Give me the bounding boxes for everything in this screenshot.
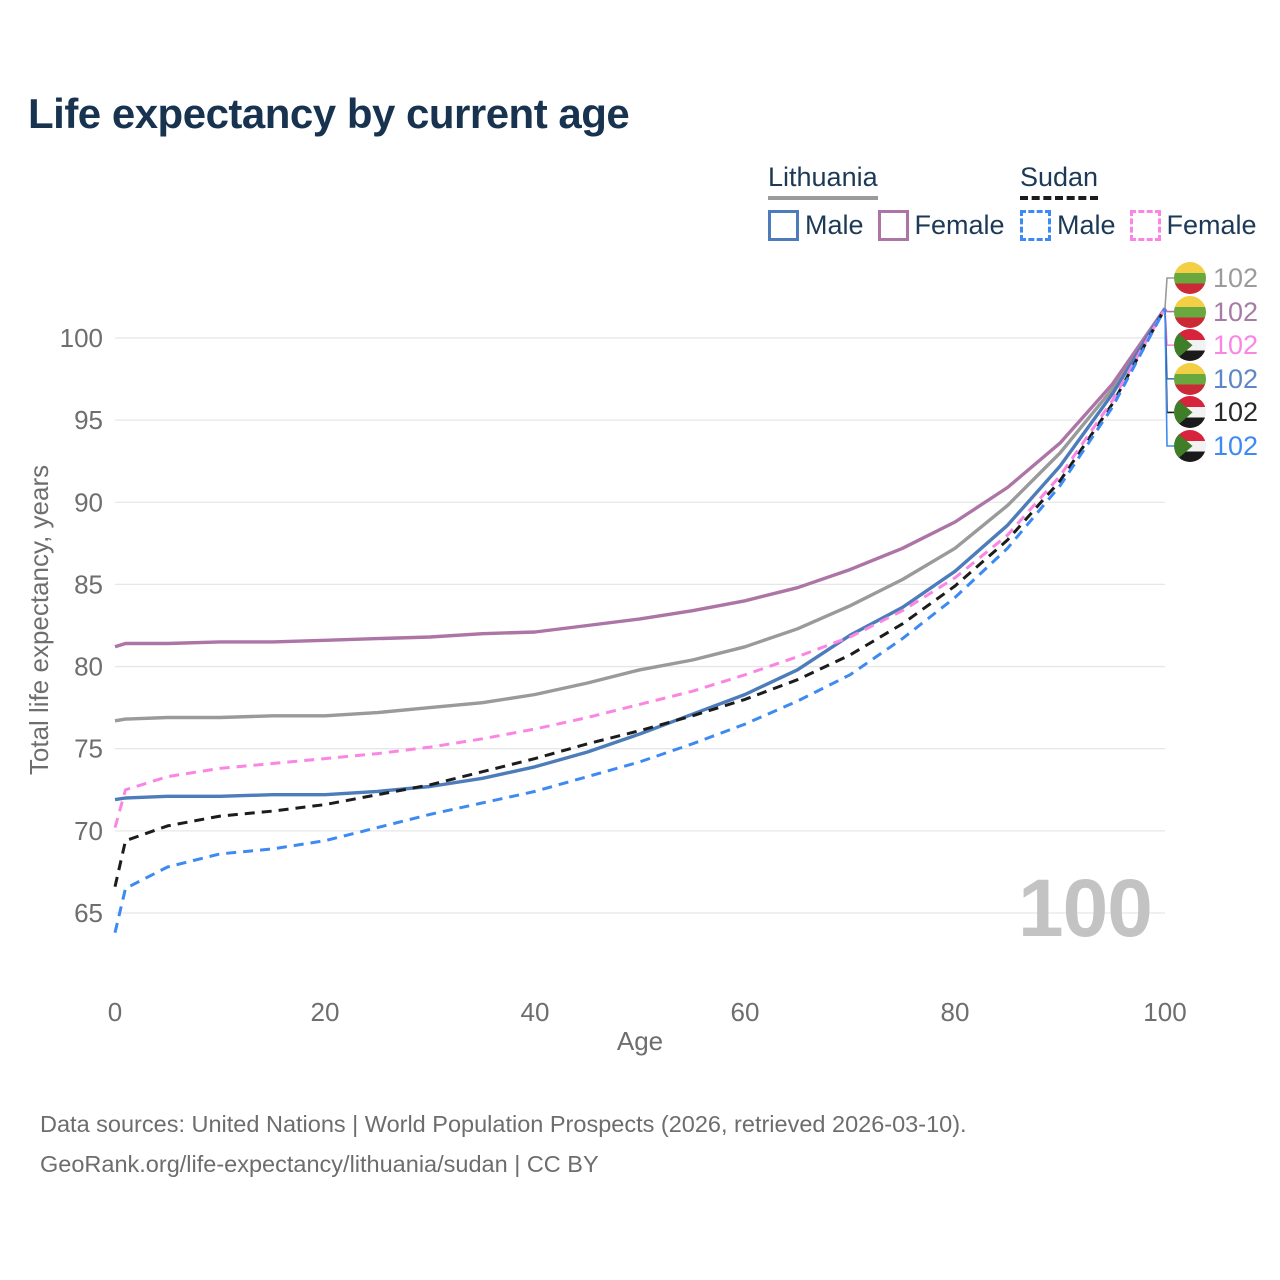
callout-sudan-male: 102 [1174,430,1258,462]
footer: Data sources: United Nations | World Pop… [40,1104,967,1184]
series-line-sudan-male [113,307,1167,934]
sudan-flag-icon [1174,329,1206,362]
end-value-label: 102 [1213,363,1259,394]
x-tick-label: 100 [1143,997,1186,1027]
y-tick-label: 95 [74,405,103,435]
lithuania-flag-icon [1174,262,1206,294]
legend-country-sudan: Sudan [1020,162,1257,200]
legend-item-lithuania-male[interactable]: Male [768,210,864,241]
legend-item-lithuania-female[interactable]: Female [877,210,1005,241]
legend-group-sudan: Sudan Male Female [1020,162,1257,241]
x-tick-label: 0 [108,997,122,1027]
age-counter-watermark: 100 [1018,863,1153,954]
end-value-label: 102 [1213,431,1259,461]
x-tick-label: 20 [311,997,340,1027]
legend-country-label: Sudan [1020,162,1099,200]
end-value-label: 102 [1213,330,1259,361]
x-tick-label: 80 [941,997,970,1027]
legend-label: Female [1166,210,1257,240]
sudan-flag-icon [1174,430,1206,462]
series-line-lithuania-male [114,307,1167,802]
end-value-label: 102 [1213,263,1259,293]
callout-connector-sudan-male [1164,308,1175,447]
lithuania-female-swatch [877,210,909,241]
legend-group-lithuania: Lithuania Male Female [768,162,1005,241]
callout-lithuania-all: 102 [1174,262,1258,294]
y-tick-label: 100 [60,323,103,353]
sudan-male-swatch [1020,210,1051,241]
lithuania-male-swatch [768,210,799,241]
y-tick-label: 90 [74,487,103,517]
sudan-female-swatch [1129,210,1161,241]
lithuania-flag-icon [1174,295,1206,328]
legend-label: Female [914,210,1005,240]
legend-item-sudan-female[interactable]: Female [1129,210,1257,241]
footer-data-sources: Data sources: United Nations | World Pop… [40,1111,967,1137]
legend-label: Male [805,210,864,240]
legend-label: Male [1057,210,1116,240]
y-tick-label: 70 [74,816,103,846]
footer-attribution: GeoRank.org/life-expectancy/lithuania/su… [40,1151,599,1177]
callout-lithuania-male: 102 [1174,362,1259,395]
series-line-lithuania-female [114,307,1167,649]
end-value-label: 102 [1213,296,1259,327]
y-axis-title: Total life expectancy, years [24,465,54,775]
x-tick-label: 60 [731,997,760,1027]
legend-country-label: Lithuania [768,162,878,200]
page-title: Life expectancy by current age [28,90,630,137]
callout-sudan-all: 102 [1174,396,1259,429]
callout-sudan-female: 102 [1174,329,1259,362]
x-axis-title: Age [617,1026,663,1056]
x-tick-label: 40 [521,997,550,1027]
legend-country-lithuania: Lithuania [768,162,1005,200]
series-line-sudan-all [113,307,1167,888]
y-tick-label: 80 [74,652,103,682]
lithuania-flag-icon [1174,362,1206,395]
y-tick-label: 65 [74,898,103,928]
sudan-flag-icon [1174,396,1206,429]
callout-connector-lithuania-all [1164,277,1175,309]
legend-item-sudan-male[interactable]: Male [1020,210,1116,241]
y-tick-label: 75 [74,734,103,764]
series-line-sudan-female [113,307,1167,829]
callout-lithuania-female: 102 [1174,295,1259,328]
end-value-label: 102 [1213,397,1259,428]
series-line-lithuania-all [114,307,1167,723]
y-tick-label: 85 [74,569,103,599]
